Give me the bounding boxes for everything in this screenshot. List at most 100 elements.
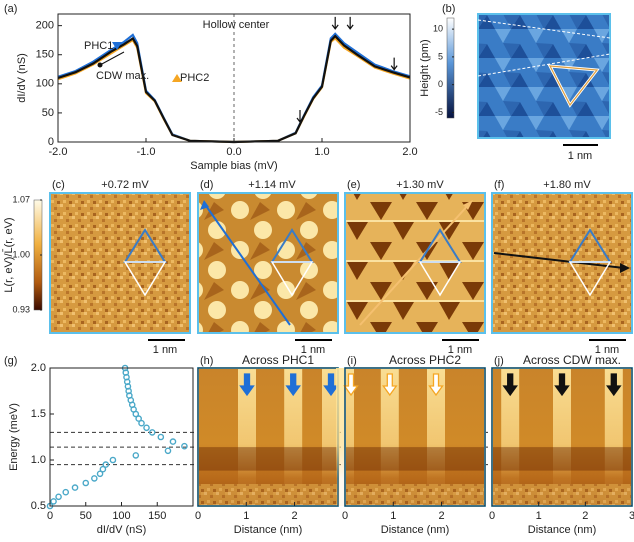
data-point [143,424,150,432]
leader-line [99,51,125,66]
y-tick-label: 100 [36,78,54,90]
panel-label: (c) [52,179,65,191]
arrow-marker [382,373,398,397]
triangle-overlay [568,261,612,297]
x-axis-label: dI/dV (nS) [97,524,147,536]
x-tick-label: 0 [489,510,495,522]
panel-label: (a) [4,3,17,15]
x-axis-label: Distance (nm) [381,524,449,536]
panel-label: (b) [442,3,455,15]
data-point [62,488,70,496]
panel-label: (e) [347,179,360,191]
scale-bar-label: 1 nm [595,344,619,356]
triangle-overlay [418,261,462,297]
legend-marker [112,42,122,50]
guide-line [477,19,611,39]
x-axis-label: Distance (nm) [234,524,302,536]
x-tick-label: -2.0 [49,146,68,158]
colorbar-tick-label: 5 [438,51,443,61]
panel-label: (d) [200,179,213,191]
panel-label: (i) [347,355,357,367]
data-point [181,442,188,450]
panel-title: Across PHC1 [242,353,314,367]
y-tick-label: 200 [36,20,54,32]
x-tick-label: 150 [148,510,166,522]
topography [477,13,611,139]
image-e: 1 nm (e) +1.30 mV [344,179,486,356]
scale-bar-label: 1 nm [153,344,177,356]
arrow-marker [502,373,518,397]
data-point [91,475,98,482]
data-point [148,429,156,436]
x-tick-label: 3 [629,510,634,522]
triangle-overlay [123,261,167,297]
cut-arrow [359,202,471,326]
panel-title: Across CDW max. [523,353,621,367]
map-noise [345,484,485,506]
arrow-annotation [346,16,354,30]
colorbar [446,17,455,119]
y-axis-label: dI/dV (nS) [16,53,28,103]
data-point [164,447,172,455]
arrow-marker [239,373,255,397]
cut-arrow [493,252,625,269]
arrow-marker [323,373,339,397]
map-gap-band [492,447,632,471]
guide-line [477,53,611,77]
y-tick-label: 50 [42,107,54,119]
colorbar-tick-label: 0 [438,79,443,89]
data-point [82,479,90,487]
x-tick-label: 1 [243,510,249,522]
arrow-marker [606,373,622,397]
data-point [109,456,117,464]
data-point [169,438,177,445]
x-tick-label: 100 [112,510,130,522]
image-d: 1 nm (d) +1.14 mV [197,179,339,356]
panel-title: +1.30 mV [396,179,444,191]
x-tick-label: 2 [438,510,444,522]
map-stripe [238,368,256,506]
data-point [135,415,142,422]
image-c: 1 nm (c) +0.72 mV [33,179,191,356]
colorbar-label: Height (pm) [419,39,431,96]
panel-title: +1.80 mV [543,179,591,191]
y-axis-label: Energy (meV) [8,403,20,471]
panel-label: (f) [494,179,504,191]
map-stripe [604,368,623,506]
colorbar-label: L(r, eV)/L̄(r, eV) [2,217,15,292]
triangle-overlay [548,65,599,107]
panel-title: Across PHC2 [389,353,461,367]
x-tick-label: 50 [80,510,92,522]
map-stripe [284,368,303,506]
map-noise [198,484,338,506]
arrow-marker [428,373,444,397]
arrow-annotation [331,16,339,30]
data-point [102,461,110,468]
arrow-annotation [296,110,304,123]
colorbar-tick-label: 10 [433,23,443,33]
x-tick-label: 2.0 [402,146,417,158]
arrow-marker [554,373,570,397]
y-tick-label: 1.5 [31,408,46,420]
x-tick-label: 1 [390,510,396,522]
data-point [132,452,140,459]
x-axis-label: Distance (nm) [528,524,596,536]
x-tick-label: 0 [195,510,201,522]
x-tick-label: 1 [536,510,542,522]
y-tick-label: 2.0 [31,362,46,374]
panel-title: +1.14 mV [248,179,296,191]
conductance-map [197,192,339,334]
arrow-head [200,200,209,210]
map-gap-band [198,447,338,471]
y-tick-label: 0 [48,136,54,148]
map-background [198,368,338,506]
scale-bar-label: 1 nm [448,344,472,356]
arrow-marker [285,373,301,397]
map-stripe [322,368,340,506]
legend-label: PHC1 [84,40,113,52]
scale-bar-label: 1 nm [301,344,325,356]
x-tick-label: -1.0 [137,146,156,158]
data-point [99,465,107,473]
triangle-overlay [270,261,314,297]
